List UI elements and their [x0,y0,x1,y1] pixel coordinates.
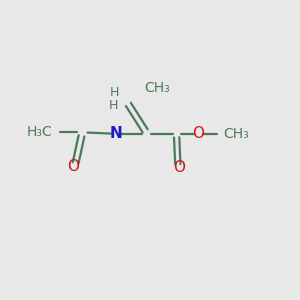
Text: O: O [173,160,185,175]
Text: O: O [193,126,205,141]
Text: H: H [110,86,119,99]
Text: H: H [109,99,118,112]
Text: H₃C: H₃C [27,125,53,139]
Text: CH₃: CH₃ [224,127,249,141]
Text: CH₃: CH₃ [144,81,170,95]
Text: O: O [68,159,80,174]
Text: N: N [110,126,122,141]
